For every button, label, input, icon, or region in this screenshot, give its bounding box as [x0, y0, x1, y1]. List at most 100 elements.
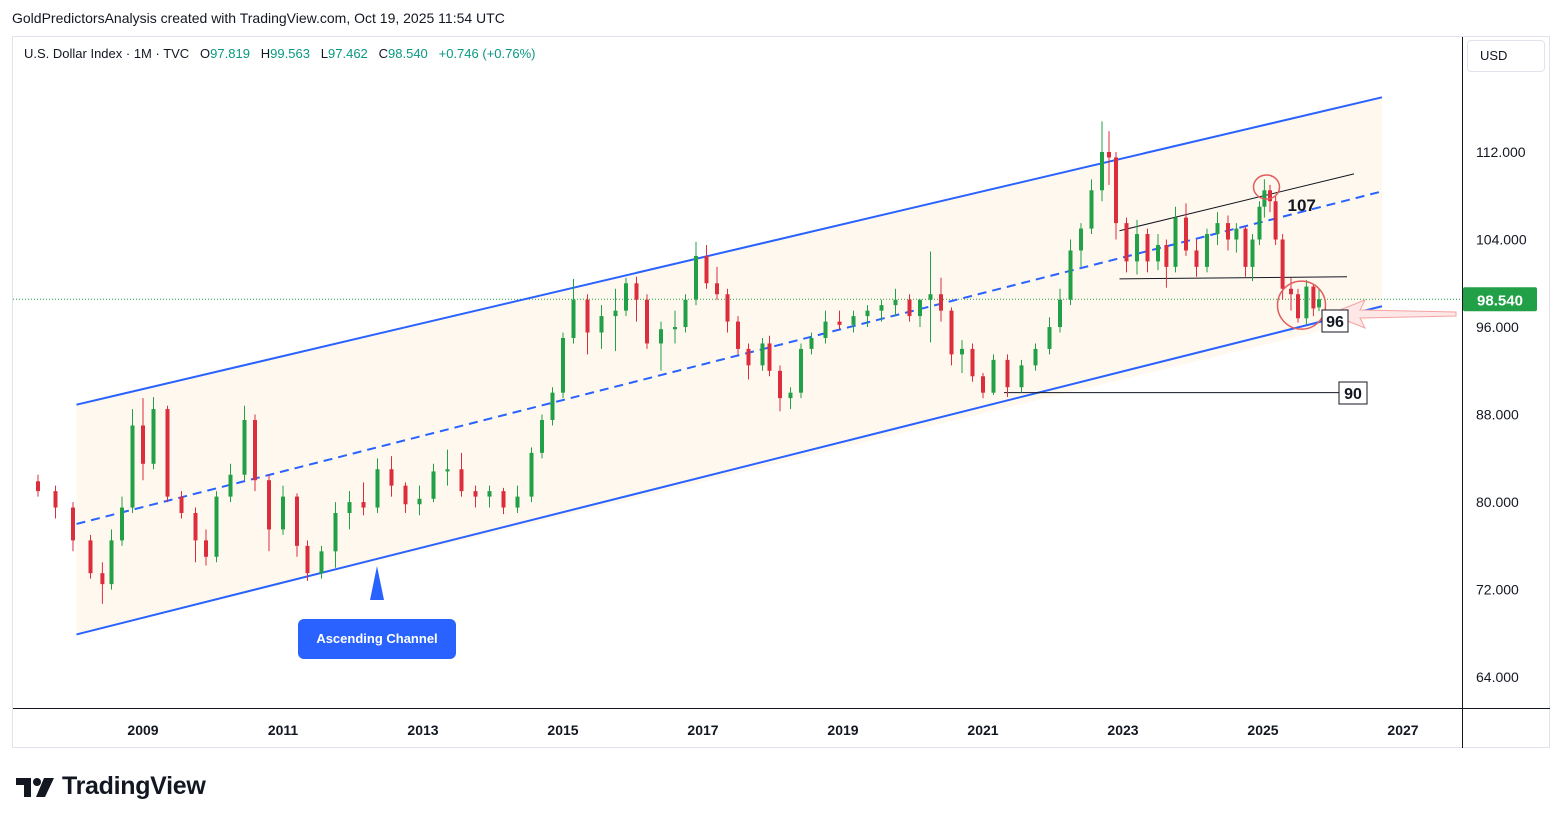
chart-frame: [12, 36, 1550, 748]
candle-down: [36, 481, 40, 492]
candle-up: [694, 255, 698, 300]
tradingview-logo-icon: [16, 777, 54, 797]
candle-up: [540, 420, 544, 453]
price-badge-box: [1463, 287, 1537, 312]
x-tick-label: 2015: [547, 722, 578, 738]
channel-upper-line: [76, 96, 1383, 406]
candle-up: [1089, 190, 1094, 229]
candle-up: [613, 310, 618, 317]
candle-up: [865, 310, 870, 317]
brand-name: TradingView: [62, 772, 206, 800]
candle-down: [725, 294, 730, 322]
x-tick-label: 2013: [407, 722, 438, 738]
candle-up: [659, 329, 663, 344]
candle-down: [1184, 217, 1188, 251]
x-tick-label: 2017: [687, 722, 718, 738]
candle-down: [1280, 239, 1285, 289]
candle-up: [487, 491, 492, 497]
candle-down: [459, 469, 464, 492]
candle-down: [165, 409, 170, 497]
candle-up: [571, 299, 576, 338]
candle-down: [736, 321, 740, 349]
candle-up: [130, 425, 135, 508]
candle-down: [704, 255, 709, 284]
candle-up: [214, 496, 219, 557]
x-tick-label: 2019: [827, 722, 858, 738]
candle-up: [242, 420, 247, 475]
candle-up: [1257, 206, 1262, 240]
candle-up: [120, 507, 124, 541]
candle-up: [1135, 234, 1139, 262]
candle-down: [193, 513, 198, 541]
candle-up: [1156, 244, 1160, 262]
channel-lower-line: [76, 305, 1383, 636]
candle-up: [851, 316, 856, 325]
candle-down: [473, 491, 478, 497]
top-highlight-circle: [1252, 174, 1281, 200]
candle-up: [809, 337, 814, 349]
level-90-label-box: [1338, 381, 1368, 405]
x-tick-label: 2025: [1247, 722, 1278, 738]
candle-down: [1005, 359, 1010, 388]
candle-down: [361, 502, 366, 508]
candle-down: [100, 573, 105, 585]
candle-up: [823, 321, 828, 338]
candle-up: [1058, 299, 1062, 328]
candle-down: [1296, 294, 1300, 319]
candle-up: [417, 498, 422, 505]
candle-up: [893, 299, 898, 306]
candle-down: [1114, 157, 1118, 224]
legend-high: 99.563: [270, 46, 310, 61]
candle-up: [1304, 286, 1309, 319]
candle-down: [645, 299, 649, 344]
candle-down: [778, 370, 782, 399]
legend-open-label: O: [200, 46, 211, 61]
candle-up: [228, 474, 233, 497]
candle-up: [599, 316, 604, 333]
candle-up: [1205, 234, 1209, 267]
candle-up: [1033, 348, 1038, 366]
candle-up: [1019, 365, 1024, 388]
candle-up: [515, 496, 520, 508]
x-tick-label: 2023: [1107, 722, 1138, 738]
candle-up: [760, 343, 765, 366]
legend-high-label: H: [260, 46, 271, 61]
tradingview-logo[interactable]: TradingView: [16, 772, 206, 801]
legend-low: 97.462: [328, 46, 368, 61]
candle-down: [981, 376, 985, 393]
x-tick-label: 2021: [967, 722, 998, 738]
candle-down: [970, 348, 975, 377]
x-tick-label: 2011: [268, 722, 299, 738]
candle-up: [788, 392, 793, 399]
candle-down: [1243, 228, 1248, 267]
candle-down: [305, 545, 310, 574]
candle-up: [109, 540, 114, 585]
candle-up: [1068, 250, 1073, 300]
candle-up: [1079, 228, 1083, 251]
candle-up: [1100, 152, 1104, 191]
candle-up: [1250, 239, 1255, 267]
candle-down: [1145, 234, 1150, 262]
candle-up: [431, 471, 436, 499]
level-96-label: 96: [1326, 314, 1344, 331]
candle-up: [151, 409, 156, 464]
candle-up: [624, 283, 628, 311]
candle-down: [204, 540, 208, 557]
legend-close: 98.540: [388, 46, 428, 61]
y-tick-label: 88.000: [1476, 407, 1519, 423]
channel-lines-layer: [13, 96, 1462, 636]
candle-down: [949, 310, 954, 355]
legend-close-label: C: [378, 46, 389, 61]
y-tick-label: 80.000: [1476, 494, 1519, 510]
candle-down: [837, 321, 842, 325]
y-tick-label: 104.000: [1476, 232, 1527, 248]
candle-down: [53, 491, 58, 508]
candle-up: [879, 305, 884, 311]
candle-down: [585, 299, 590, 333]
channel-callout-label: Ascending Channel: [316, 631, 437, 646]
currency-button[interactable]: USD: [1467, 40, 1545, 72]
channel-fill: [76, 97, 1382, 635]
candle-down: [403, 485, 408, 505]
candle-up: [375, 469, 380, 508]
